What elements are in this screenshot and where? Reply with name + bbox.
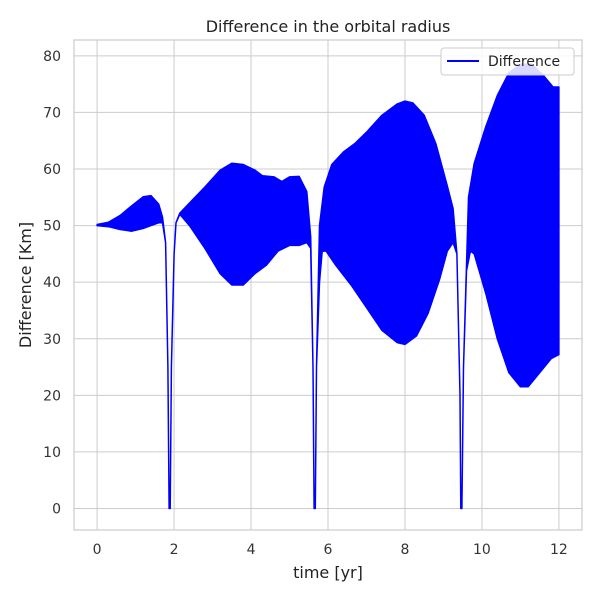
legend-box: [440, 47, 575, 76]
y-axis-label: Difference [Km]: [16, 222, 35, 348]
y-tick-label: 0: [52, 501, 61, 517]
y-tick-label: 80: [43, 49, 61, 65]
chart-title: Difference in the orbital radius: [206, 17, 451, 36]
legend-label-difference: Difference: [488, 54, 560, 70]
x-tick-label: 2: [170, 542, 179, 558]
y-tick-label: 10: [43, 445, 61, 461]
legend: Difference: [440, 47, 575, 76]
x-tick-label: 12: [550, 542, 568, 558]
x-tick-label: 0: [93, 542, 102, 558]
y-tick-label: 40: [43, 275, 61, 291]
y-tick-label: 60: [43, 162, 61, 178]
y-tick-labels: 0 10 20 30 40 50 60 70 80: [43, 49, 61, 518]
series-difference-envelope: [96, 63, 560, 510]
x-tick-label: 4: [247, 542, 256, 558]
y-tick-label: 20: [43, 388, 61, 404]
x-tick-label: 10: [473, 542, 491, 558]
plot-area: [96, 63, 560, 510]
x-axis-label: time [yr]: [293, 563, 363, 582]
x-tick-label: 8: [401, 542, 410, 558]
y-tick-label: 50: [43, 219, 61, 235]
x-tick-label: 6: [324, 542, 333, 558]
plot-frame: [73, 39, 583, 531]
y-tick-label: 70: [43, 105, 61, 121]
y-tick-label: 30: [43, 332, 61, 348]
x-tick-labels: 0 2 4 6 8 10 12: [93, 542, 568, 558]
